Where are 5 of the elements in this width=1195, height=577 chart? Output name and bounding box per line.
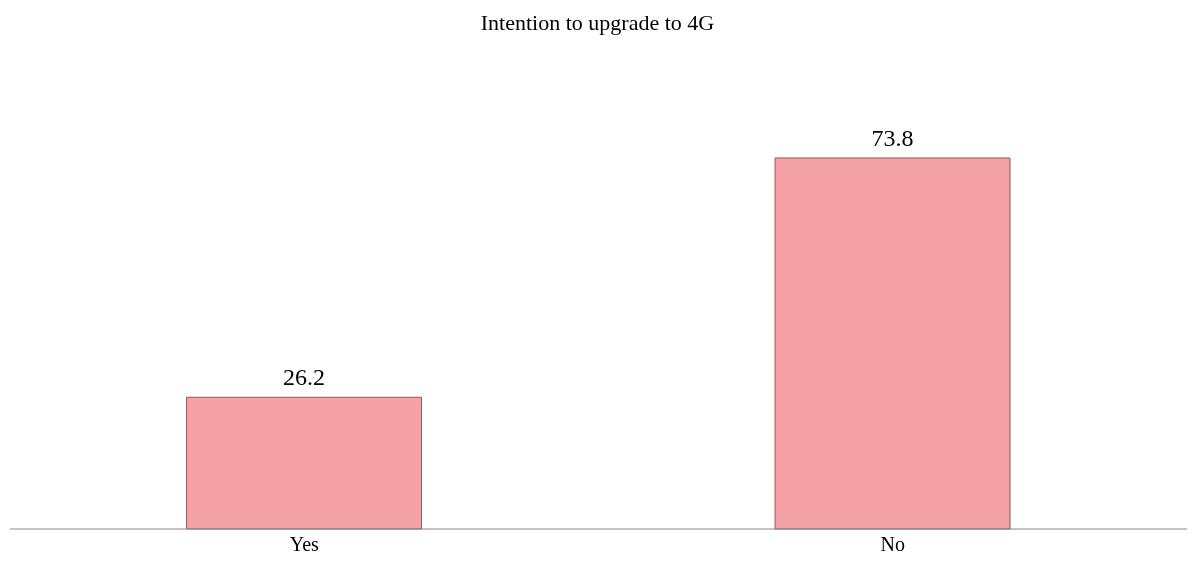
x-tick-label: Yes xyxy=(289,533,320,556)
data-label: 26.2 xyxy=(283,364,326,391)
data-label: 73.8 xyxy=(871,125,914,151)
chart-title: Intention to upgrade to 4G xyxy=(479,9,716,37)
x-tick-label: No xyxy=(880,533,905,556)
